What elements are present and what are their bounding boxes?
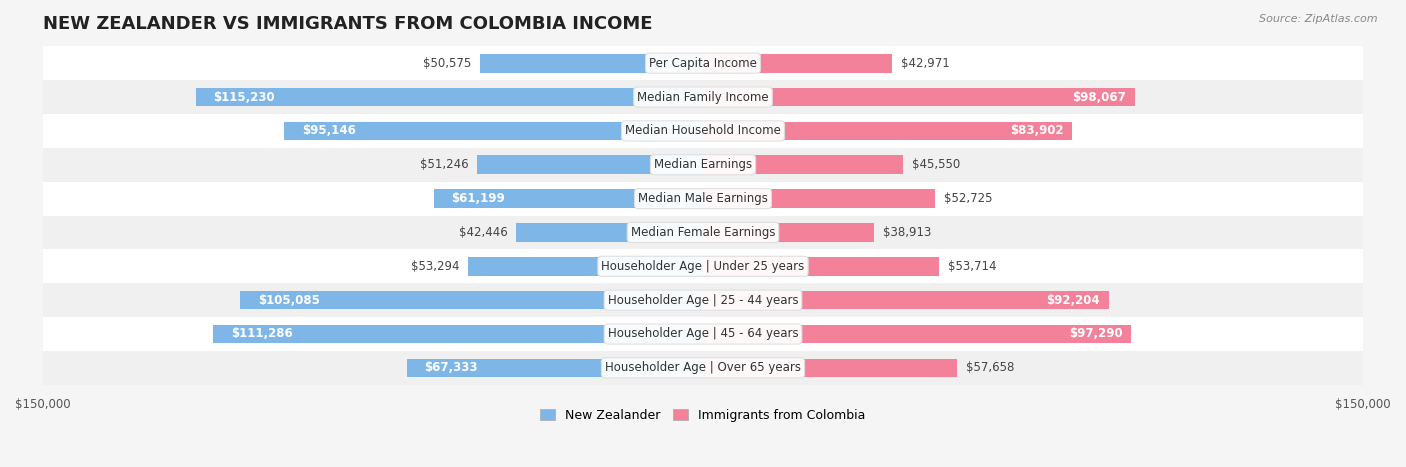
Text: $92,204: $92,204 [1046,294,1099,307]
Bar [42,283,1364,317]
Text: $115,230: $115,230 [214,91,276,104]
Bar [406,359,703,377]
Text: $42,446: $42,446 [458,226,508,239]
Text: $57,658: $57,658 [966,361,1014,375]
Bar [703,291,1109,310]
Text: Median Earnings: Median Earnings [654,158,752,171]
Bar [42,216,1364,249]
Bar [42,80,1364,114]
Legend: New Zealander, Immigrants from Colombia: New Zealander, Immigrants from Colombia [536,404,870,427]
Text: $67,333: $67,333 [425,361,478,375]
Bar [703,189,935,208]
Text: $45,550: $45,550 [912,158,960,171]
Text: $83,902: $83,902 [1010,124,1063,137]
Text: $95,146: $95,146 [302,124,356,137]
Text: $98,067: $98,067 [1071,91,1126,104]
Bar [240,291,703,310]
Text: Source: ZipAtlas.com: Source: ZipAtlas.com [1260,14,1378,24]
Text: Median Household Income: Median Household Income [626,124,780,137]
Text: Per Capita Income: Per Capita Income [650,57,756,70]
Bar [42,249,1364,283]
Bar [195,88,703,106]
Bar [214,325,703,343]
Text: Householder Age | 45 - 64 years: Householder Age | 45 - 64 years [607,327,799,340]
Text: Householder Age | Under 25 years: Householder Age | Under 25 years [602,260,804,273]
Bar [703,121,1073,140]
Bar [703,257,939,276]
Bar [42,351,1364,385]
Text: $97,290: $97,290 [1069,327,1122,340]
Bar [703,325,1132,343]
Bar [42,148,1364,182]
Bar [42,46,1364,80]
Text: $51,246: $51,246 [420,158,468,171]
Bar [478,156,703,174]
Bar [468,257,703,276]
Bar [703,223,875,242]
Bar [516,223,703,242]
Text: Median Female Earnings: Median Female Earnings [631,226,775,239]
Bar [284,121,703,140]
Text: $38,913: $38,913 [883,226,931,239]
Text: Householder Age | Over 65 years: Householder Age | Over 65 years [605,361,801,375]
Text: Householder Age | 25 - 44 years: Householder Age | 25 - 44 years [607,294,799,307]
Text: $42,971: $42,971 [901,57,949,70]
Text: Median Family Income: Median Family Income [637,91,769,104]
Text: $61,199: $61,199 [451,192,505,205]
Bar [433,189,703,208]
Text: NEW ZEALANDER VS IMMIGRANTS FROM COLOMBIA INCOME: NEW ZEALANDER VS IMMIGRANTS FROM COLOMBI… [42,15,652,33]
Bar [703,359,956,377]
Bar [42,182,1364,216]
Text: $53,294: $53,294 [411,260,460,273]
Text: $105,085: $105,085 [259,294,321,307]
Text: $50,575: $50,575 [423,57,471,70]
Bar [42,114,1364,148]
Bar [703,156,904,174]
Bar [481,54,703,72]
Text: $111,286: $111,286 [231,327,292,340]
Text: $52,725: $52,725 [943,192,993,205]
Bar [42,317,1364,351]
Text: $53,714: $53,714 [948,260,997,273]
Bar [703,54,893,72]
Bar [703,88,1135,106]
Text: Median Male Earnings: Median Male Earnings [638,192,768,205]
